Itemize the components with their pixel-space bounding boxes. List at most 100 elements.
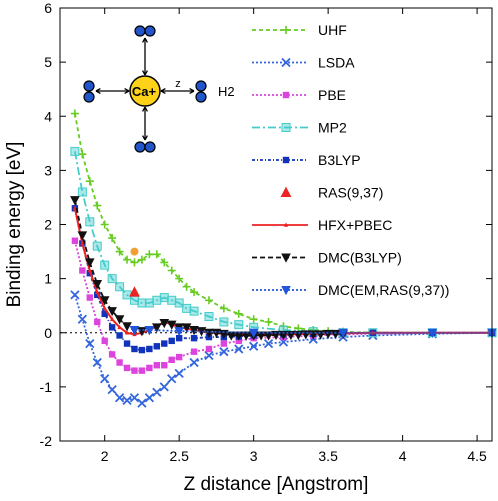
hydrogen-atom <box>195 80 207 92</box>
data-point <box>219 329 229 340</box>
data-point <box>131 367 138 374</box>
legend-label: UHF <box>318 22 347 38</box>
data-point <box>107 307 117 317</box>
data-point <box>108 324 116 331</box>
data-point <box>94 318 101 326</box>
data-point <box>138 346 146 354</box>
x-tick-label: 4.5 <box>467 448 487 464</box>
data-point <box>168 356 175 364</box>
data-point <box>122 290 132 300</box>
data-point <box>219 304 228 313</box>
data-point <box>137 398 147 408</box>
data-point <box>190 288 199 297</box>
data-point <box>278 330 289 341</box>
data-point <box>159 382 169 392</box>
data-point <box>79 267 86 274</box>
data-point <box>153 343 161 350</box>
y-tick-label: 5 <box>44 54 52 70</box>
data-point <box>101 310 108 318</box>
data-point <box>174 327 184 337</box>
data-point <box>189 306 199 316</box>
data-point <box>211 328 222 338</box>
data-point <box>116 332 123 339</box>
legend-label: B3LYP <box>318 152 361 168</box>
hydrogen-atom <box>144 141 156 153</box>
data-point <box>204 312 214 322</box>
series-line <box>73 208 492 336</box>
legend-label: PBE <box>318 87 346 103</box>
data-point <box>92 241 102 251</box>
data-point <box>281 57 291 68</box>
y-tick-label: 6 <box>44 0 52 16</box>
data-point <box>249 315 258 324</box>
x-tick-label: 3.5 <box>318 448 338 464</box>
data-point <box>100 220 109 229</box>
data-point <box>129 295 139 305</box>
data-point <box>175 353 183 361</box>
data-point <box>122 395 132 406</box>
plot-frame <box>59 7 493 442</box>
data-point <box>152 295 162 305</box>
legend-entry: LSDA <box>252 55 355 71</box>
data-point <box>427 328 438 338</box>
data-point <box>241 331 252 341</box>
legend-entry: RAS(9,37) <box>280 185 383 201</box>
data-point <box>137 298 147 308</box>
data-point <box>159 293 169 303</box>
data-point <box>182 303 192 313</box>
data-point <box>123 340 131 347</box>
data-point <box>249 341 259 351</box>
arrow-head <box>142 37 148 43</box>
data-point <box>271 330 281 341</box>
data-point <box>102 305 107 311</box>
data-point <box>93 201 102 210</box>
y-tick-label: 2 <box>44 217 52 233</box>
data-point <box>153 362 161 369</box>
data-point <box>87 268 92 273</box>
data-point <box>137 255 146 264</box>
arrow-head <box>142 106 148 112</box>
data-point <box>263 331 274 341</box>
data-point <box>219 317 229 327</box>
data-point <box>144 393 155 403</box>
hydrogen-atom <box>83 80 95 92</box>
data-point <box>159 319 170 329</box>
y-tick-label: 0 <box>44 325 52 341</box>
series-pbe <box>71 237 496 374</box>
data-point <box>95 289 100 294</box>
y-tick-label: 4 <box>44 108 52 124</box>
x-tick-label: 3 <box>250 448 258 464</box>
x-tick-label: 2.5 <box>169 448 189 464</box>
legend-entry: DMC(B3LYP) <box>252 250 402 266</box>
data-point <box>116 359 123 366</box>
data-point <box>167 374 177 384</box>
data-point <box>167 266 176 275</box>
data-point <box>144 326 155 336</box>
data-point <box>256 331 266 341</box>
y-tick-label: 3 <box>44 162 52 178</box>
data-point <box>234 344 244 354</box>
data-point <box>263 338 274 349</box>
data-point <box>248 328 259 338</box>
data-point <box>204 296 213 305</box>
data-point <box>115 247 124 256</box>
data-point <box>129 286 140 297</box>
data-point <box>123 364 131 372</box>
legend-label: DMC(B3LYP) <box>318 250 402 266</box>
arrow-head <box>124 88 130 94</box>
data-point <box>130 258 139 267</box>
y-tick-label: -1 <box>40 379 53 395</box>
data-point <box>283 222 289 227</box>
data-point <box>129 326 140 336</box>
data-point <box>92 280 103 290</box>
arrow-head <box>142 70 148 76</box>
x-axis-label: Z distance [Angstrom] <box>184 474 369 495</box>
data-point <box>174 368 184 378</box>
data-point <box>280 186 292 197</box>
data-point <box>234 309 243 318</box>
data-point <box>101 337 108 345</box>
data-point <box>286 330 296 341</box>
data-point <box>70 109 79 118</box>
data-point <box>175 334 183 342</box>
data-point <box>226 331 237 341</box>
